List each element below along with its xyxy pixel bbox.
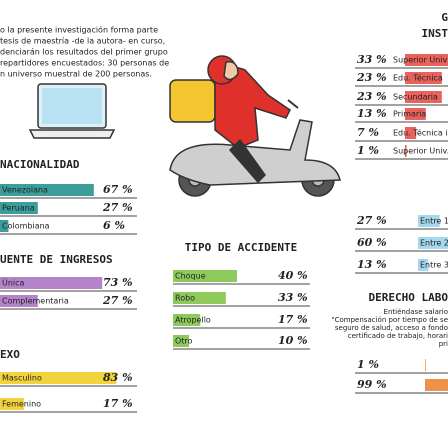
bar-label: Entre 2: [420, 239, 448, 248]
bar: [173, 314, 201, 326]
bar-label: Masculino: [2, 374, 42, 383]
value-label: 40 %: [278, 269, 308, 282]
value-label: 6 %: [103, 219, 125, 232]
bar: [405, 72, 442, 84]
bar: [0, 220, 9, 232]
bar-label: Atropello: [175, 316, 211, 325]
value-label: 27 %: [356, 214, 387, 227]
bar-label: Complementaria: [2, 297, 69, 306]
value-label: 33 %: [357, 53, 387, 66]
bar: [418, 215, 440, 227]
value-label: 73 %: [103, 276, 133, 289]
intro-text: n universo muestral de 200 personas.: [0, 70, 152, 79]
bar-label: Secundaria: [393, 93, 438, 102]
bar-label: Choque: [175, 272, 206, 281]
section-title: DERECHO LABO: [369, 291, 448, 304]
bar: [173, 270, 237, 282]
bar-label: Robo: [175, 294, 195, 303]
value-label: 83 %: [103, 371, 133, 384]
value-label: 1 %: [357, 144, 379, 157]
section-title: EXO: [0, 348, 20, 361]
value-label: 7 %: [357, 126, 379, 139]
value-label: 27 %: [102, 294, 133, 307]
bar-label: Superior Univ. i: [393, 147, 448, 156]
section-title: NACIONALIDAD: [0, 158, 80, 171]
bar-label: Superior Univ: [393, 56, 448, 65]
scooter-illustration: [169, 55, 341, 197]
intro-text: repartidores encuestados: 30 personas de: [0, 59, 169, 68]
value-label: 1 %: [357, 358, 379, 371]
bar-label: Edu. Técnica: [393, 73, 443, 83]
bar: [0, 184, 94, 196]
value-label: 99 %: [357, 378, 387, 391]
value-label: 27 %: [102, 201, 133, 214]
intro-text: o la presente investigación forma parte: [0, 25, 158, 35]
bar-label: Entre 1: [420, 217, 448, 226]
section-text: "Compensación por tiempo de se: [331, 316, 448, 324]
value-label: 13 %: [357, 258, 387, 271]
bar: [0, 398, 24, 410]
value-label: 17 %: [278, 313, 308, 326]
bar: [405, 54, 448, 66]
bar: [173, 335, 189, 347]
value-label: 17 %: [103, 397, 133, 410]
bar: [405, 127, 417, 139]
bar: [405, 108, 426, 120]
bar-label: Femenino: [2, 400, 41, 409]
bar-label: Colombiana: [2, 222, 50, 231]
section-title: G: [441, 11, 448, 24]
bar-label: Otro: [175, 337, 193, 346]
bar-label: Edu. Técnica i: [393, 128, 448, 138]
bar: [0, 372, 117, 384]
section-text: pri: [439, 340, 448, 348]
bar: [173, 292, 226, 304]
bar: [418, 237, 448, 249]
bar-label: Venezolana: [2, 186, 48, 195]
section-title: INST: [422, 27, 448, 40]
bar: [418, 259, 429, 271]
section-text: Entiéndase salario: [384, 308, 448, 316]
value-label: 67 %: [103, 183, 133, 196]
value-label: 33 %: [278, 291, 308, 304]
section-text: certificado de trabajo, horari: [348, 332, 448, 340]
bar: [0, 202, 38, 214]
bar: [0, 295, 38, 307]
bar: [425, 379, 448, 391]
intro-text: denciarán los resultados del primer grup…: [0, 48, 168, 57]
section-text: seguro de salud, acceso a fondo: [335, 324, 448, 332]
bar: [0, 277, 103, 289]
bar: [405, 145, 407, 157]
bar: [425, 359, 426, 371]
section-title: UENTE DE INGRESOS: [0, 253, 113, 266]
laptop-icon: [28, 83, 116, 139]
section-title: TIPO DE ACCIDENTE: [185, 241, 298, 254]
intro-text: tesis de maestría -de la autora- en curs…: [0, 37, 165, 46]
bar-label: Primaria: [393, 110, 426, 119]
value-label: 23 %: [356, 90, 387, 103]
bar-label: Entre 3: [420, 261, 448, 270]
value-label: 60 %: [357, 236, 387, 249]
value-label: 23 %: [356, 71, 387, 84]
value-label: 13 %: [357, 107, 387, 120]
bar-label: Única: [2, 277, 25, 288]
bar: [405, 91, 442, 103]
value-label: 10 %: [278, 334, 308, 347]
bar-label: Peruana: [2, 204, 35, 213]
